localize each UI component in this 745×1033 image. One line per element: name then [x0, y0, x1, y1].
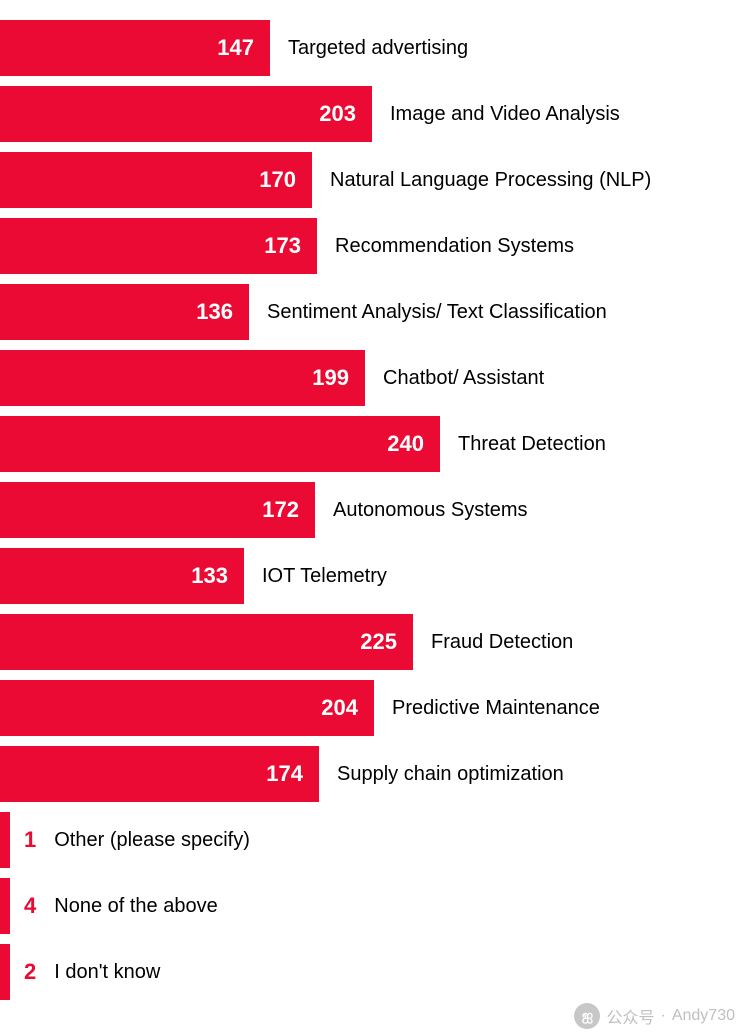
bar-value: 225 — [360, 629, 397, 655]
bar — [0, 878, 10, 934]
bar: 136 — [0, 284, 249, 340]
bar-row: 170 Natural Language Processing (NLP) — [0, 152, 745, 208]
bar-label: IOT Telemetry — [262, 565, 387, 588]
bar-value: 147 — [217, 35, 254, 61]
bar-value: 1 — [24, 827, 36, 853]
bar-value: 174 — [266, 761, 303, 787]
horizontal-bar-chart: 147 Targeted advertising 203 Image and Vide… — [0, 0, 745, 1030]
bar: 204 — [0, 680, 374, 736]
bar-value: 4 — [24, 893, 36, 919]
bar-label: Other (please specify) — [54, 829, 250, 852]
bar-label: Targeted advertising — [288, 37, 468, 60]
bar-value: 199 — [312, 365, 349, 391]
watermark-name: Andy730 — [672, 1007, 735, 1025]
bar-value: 170 — [259, 167, 296, 193]
bar-row: 2 I don't know — [0, 944, 745, 1000]
watermark: ஐ 公众号 · Andy730 — [574, 1003, 735, 1029]
bar-label: Natural Language Processing (NLP) — [330, 169, 651, 192]
bar-value: 172 — [262, 497, 299, 523]
bar-label: Autonomous Systems — [333, 499, 528, 522]
bar-value: 240 — [387, 431, 424, 457]
bar-label: None of the above — [54, 895, 217, 918]
bar: 240 — [0, 416, 440, 472]
bar: 199 — [0, 350, 365, 406]
watermark-separator: · — [661, 1007, 666, 1025]
bar-label: Threat Detection — [458, 433, 606, 456]
bar-label: Chatbot/ Assistant — [383, 367, 544, 390]
bar-label: I don't know — [54, 961, 160, 984]
bar: 147 — [0, 20, 270, 76]
bar-value: 136 — [196, 299, 233, 325]
bar-row: 174 Supply chain optimization — [0, 746, 745, 802]
bar — [0, 812, 10, 868]
bar-row: 147 Targeted advertising — [0, 20, 745, 76]
bar-value: 173 — [264, 233, 301, 259]
bar: 170 — [0, 152, 312, 208]
bar-row: 225 Fraud Detection — [0, 614, 745, 670]
bar: 225 — [0, 614, 413, 670]
bar-row: 199 Chatbot/ Assistant — [0, 350, 745, 406]
bar-value: 204 — [321, 695, 358, 721]
bar-row: 133 IOT Telemetry — [0, 548, 745, 604]
bar: 173 — [0, 218, 317, 274]
bar-label: Image and Video Analysis — [390, 103, 620, 126]
bar-label: Predictive Maintenance — [392, 697, 600, 720]
bar-row: 203 Image and Video Analysis — [0, 86, 745, 142]
bar: 172 — [0, 482, 315, 538]
bar: 174 — [0, 746, 319, 802]
bar-row: 136 Sentiment Analysis/ Text Classificati… — [0, 284, 745, 340]
watermark-prefix: 公众号 — [606, 1004, 654, 1028]
bar-value: 133 — [191, 563, 228, 589]
bar-row: 204 Predictive Maintenance — [0, 680, 745, 736]
bar-value: 2 — [24, 959, 36, 985]
wechat-icon: ஐ — [574, 1003, 600, 1029]
bar-row: 173 Recommendation Systems — [0, 218, 745, 274]
bar-row: 240 Threat Detection — [0, 416, 745, 472]
bar-label: Supply chain optimization — [337, 763, 564, 786]
bar-label: Recommendation Systems — [335, 235, 574, 258]
bar: 133 — [0, 548, 244, 604]
bar-row: 1 Other (please specify) — [0, 812, 745, 868]
bar: 203 — [0, 86, 372, 142]
bar-value: 203 — [319, 101, 356, 127]
bar-label: Sentiment Analysis/ Text Classification — [267, 301, 607, 324]
bar-row: 4 None of the above — [0, 878, 745, 934]
bar-label: Fraud Detection — [431, 631, 573, 654]
bar-row: 172 Autonomous Systems — [0, 482, 745, 538]
bar — [0, 944, 10, 1000]
